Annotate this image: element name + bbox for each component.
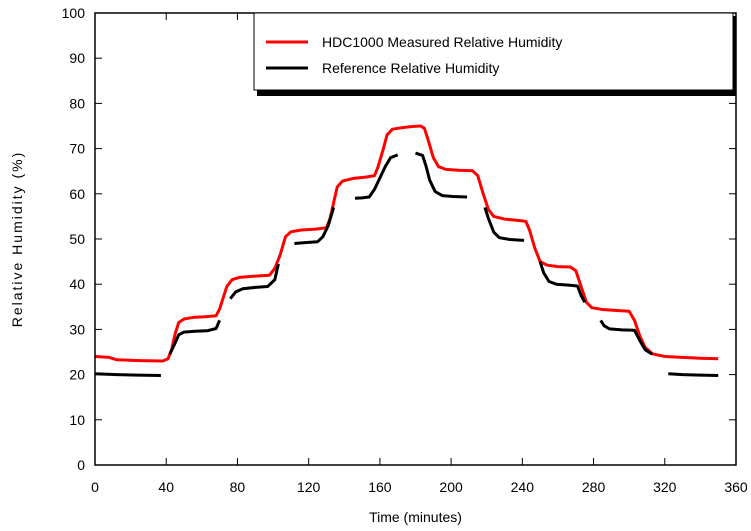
series-measured [94,124,719,363]
y-axis-title: Relative Humidity (%) [9,151,25,328]
series-line-segment [94,124,719,363]
series-line-segment [538,261,587,304]
y-tick-label: 80 [69,95,85,111]
x-tick-label: 280 [582,479,606,495]
x-tick-label: 320 [653,479,677,495]
y-tick-label: 40 [69,276,85,292]
legend: HDC1000 Measured Relative Humidity Refere… [253,12,736,96]
x-tick-label: 160 [368,479,392,495]
y-tick-labels: 0 10 20 30 40 50 60 70 80 90 100 [62,5,86,473]
y-tick-label: 30 [69,321,85,337]
y-tick-label: 10 [69,412,85,428]
y-tick-label: 0 [77,457,85,473]
series-line-segment [294,206,336,245]
series-line-segment [229,263,280,300]
x-tick-label: 120 [297,479,321,495]
plot-lines [94,124,719,377]
x-tick-labels: 0 40 80 120 160 200 240 280 320 360 [91,479,748,495]
series-line-segment [354,153,399,200]
y-tick-label: 100 [62,5,86,21]
x-tick-label: 40 [158,479,174,495]
x-tick-label: 80 [230,479,246,495]
y-tick-label: 70 [69,141,85,157]
x-tick-label: 360 [724,479,748,495]
y-tick-label: 50 [69,231,85,247]
series-line-segment [483,206,525,242]
y-tick-label: 20 [69,367,85,383]
series-line-segment [168,319,221,355]
series-line-segment [94,372,161,377]
x-tick-label: 0 [91,479,99,495]
legend-box [253,12,734,91]
legend-label: Reference Relative Humidity [322,60,499,76]
series-line-segment [668,372,719,377]
x-tick-label: 240 [511,479,535,495]
series-reference [94,151,719,377]
x-axis-title: Time (minutes) [369,509,462,525]
legend-label: HDC1000 Measured Relative Humidity [322,34,562,50]
x-tick-label: 200 [439,479,463,495]
y-tick-label: 60 [69,186,85,202]
series-line-segment [415,151,468,199]
y-tick-label: 90 [69,50,85,66]
series-line-segment [599,319,654,356]
